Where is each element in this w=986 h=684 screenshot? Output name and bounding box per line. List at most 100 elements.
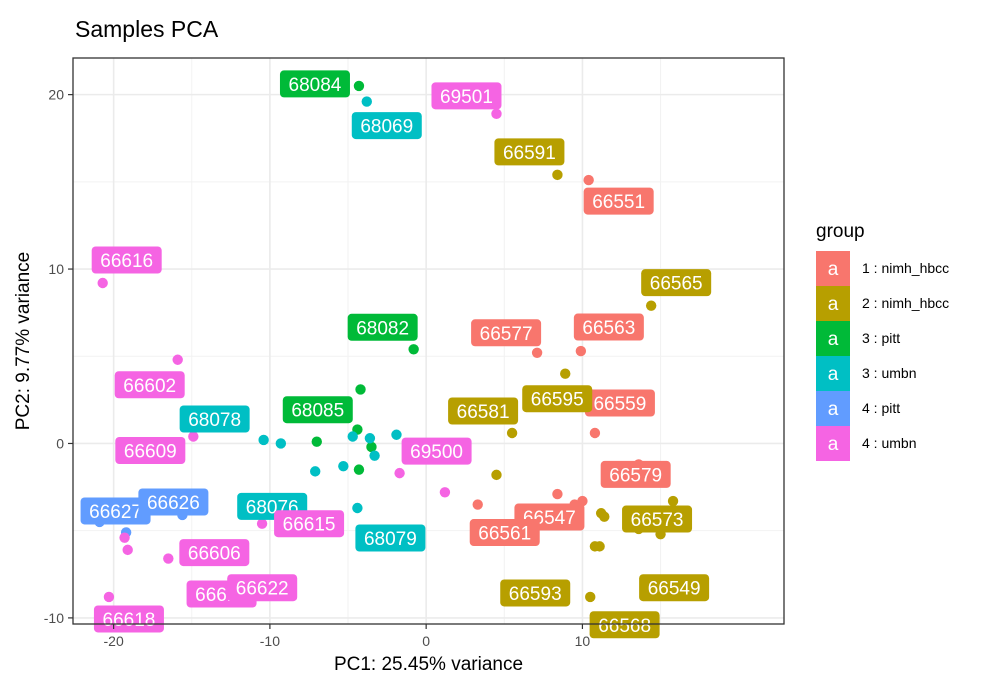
- point-label-text: 69501: [440, 87, 493, 108]
- point-label-text: 66563: [582, 318, 635, 339]
- data-point: [310, 466, 321, 477]
- data-point: [256, 518, 268, 529]
- panel-border: [72, 57, 785, 625]
- legend-label: 2 : nimh_hbcc: [862, 295, 949, 311]
- data-point: [645, 300, 657, 311]
- data-point: [599, 511, 610, 522]
- point-label-box: [179, 405, 250, 433]
- point-label-box: [91, 246, 162, 274]
- legend-label: 3 : umbn: [862, 365, 916, 381]
- data-point: [364, 433, 376, 444]
- data-point: [531, 347, 543, 358]
- y-tick-label: 20: [48, 87, 64, 103]
- data-point: [119, 532, 130, 543]
- y-tick-label: -10: [44, 610, 64, 626]
- point-label: 66549: [639, 574, 710, 602]
- data-point: [347, 431, 358, 442]
- point-label-text: 68078: [188, 410, 241, 431]
- data-point: [594, 541, 605, 552]
- point-label: 66568: [589, 611, 660, 639]
- legend-key: [816, 391, 850, 426]
- point-label-text: 66609: [124, 441, 177, 462]
- legend-item: a 3 : pitt: [816, 321, 900, 356]
- point-label: 68069: [351, 112, 422, 140]
- y-tick-label: 10: [48, 261, 64, 277]
- point-label-box: [347, 313, 418, 341]
- plot-panel: [73, 58, 784, 624]
- point-label-text: 66549: [648, 579, 701, 600]
- legend-label: 4 : pitt: [862, 400, 900, 416]
- data-point: [369, 450, 380, 461]
- point-label: 69501: [431, 82, 502, 110]
- point-label-box: [138, 488, 209, 516]
- legend-item: a 1 : nimh_hbcc: [816, 251, 949, 286]
- data-point: [352, 502, 363, 514]
- y-axis-title: PC2: 9.77% variance: [13, 252, 34, 431]
- point-label-text: 66627: [89, 502, 142, 523]
- data-point: [103, 591, 115, 603]
- data-point: [589, 427, 601, 439]
- point-label: 66618: [93, 605, 164, 633]
- point-label-box: [522, 385, 593, 413]
- point-label-text: 68069: [360, 117, 413, 138]
- point-label: 66563: [573, 313, 644, 341]
- legend-key: [816, 356, 850, 391]
- data-point: [353, 80, 365, 92]
- legend-key-glyph: a: [828, 434, 839, 455]
- data-point: [552, 169, 563, 181]
- x-tick-label: -10: [260, 633, 280, 649]
- point-label-box: [279, 70, 350, 98]
- point-label-box: [114, 371, 185, 399]
- point-label-box: [227, 574, 298, 602]
- point-label: 66561: [469, 519, 540, 547]
- point-label: 66573: [622, 505, 693, 533]
- data-point: [575, 345, 587, 357]
- data-point: [355, 384, 366, 395]
- point-label: 66609: [115, 436, 186, 464]
- data-point: [163, 553, 174, 564]
- data-point: [472, 499, 483, 510]
- legend-item: a 4 : umbn: [816, 426, 916, 461]
- point-label-box: [355, 524, 426, 552]
- point-label: 66615: [274, 510, 345, 538]
- data-point: [394, 467, 405, 479]
- y-tick-label: 0: [56, 435, 64, 451]
- point-label-text: 68079: [364, 529, 417, 550]
- point-label-text: 66616: [100, 251, 153, 272]
- data-point: [583, 174, 594, 186]
- point-label: 66591: [494, 138, 565, 166]
- x-tick-label: 0: [422, 633, 430, 649]
- point-label: 68084: [279, 70, 350, 98]
- data-point: [391, 429, 402, 440]
- legend-item: a 2 : nimh_hbcc: [816, 286, 949, 321]
- point-label: 66606: [179, 539, 250, 567]
- data-point: [491, 469, 502, 481]
- point-label-text: 66615: [283, 515, 336, 536]
- data-point: [275, 438, 287, 449]
- point-label: 66551: [583, 187, 654, 215]
- point-label-box: [431, 82, 502, 110]
- point-label: 66626: [138, 488, 209, 516]
- point-label-text: 66573: [631, 510, 684, 531]
- x-tick-label: 10: [575, 633, 591, 649]
- data-point: [439, 487, 451, 498]
- data-point: [667, 495, 679, 507]
- point-label-text: 66606: [188, 544, 241, 565]
- point-label-box: [93, 605, 164, 633]
- data-point: [188, 431, 199, 442]
- legend-label: 3 : pitt: [862, 330, 900, 346]
- data-point: [585, 591, 596, 603]
- point-label-box: [274, 510, 345, 538]
- point-label-text: 66565: [650, 274, 703, 295]
- point-label-box: [401, 437, 472, 465]
- legend-title: group: [816, 221, 865, 242]
- point-label-box: [583, 187, 654, 215]
- data-point: [311, 436, 322, 447]
- data-point: [97, 277, 108, 289]
- point-label: 66579: [600, 460, 671, 488]
- point-label: 66577: [471, 319, 542, 347]
- point-label-box: [448, 397, 519, 425]
